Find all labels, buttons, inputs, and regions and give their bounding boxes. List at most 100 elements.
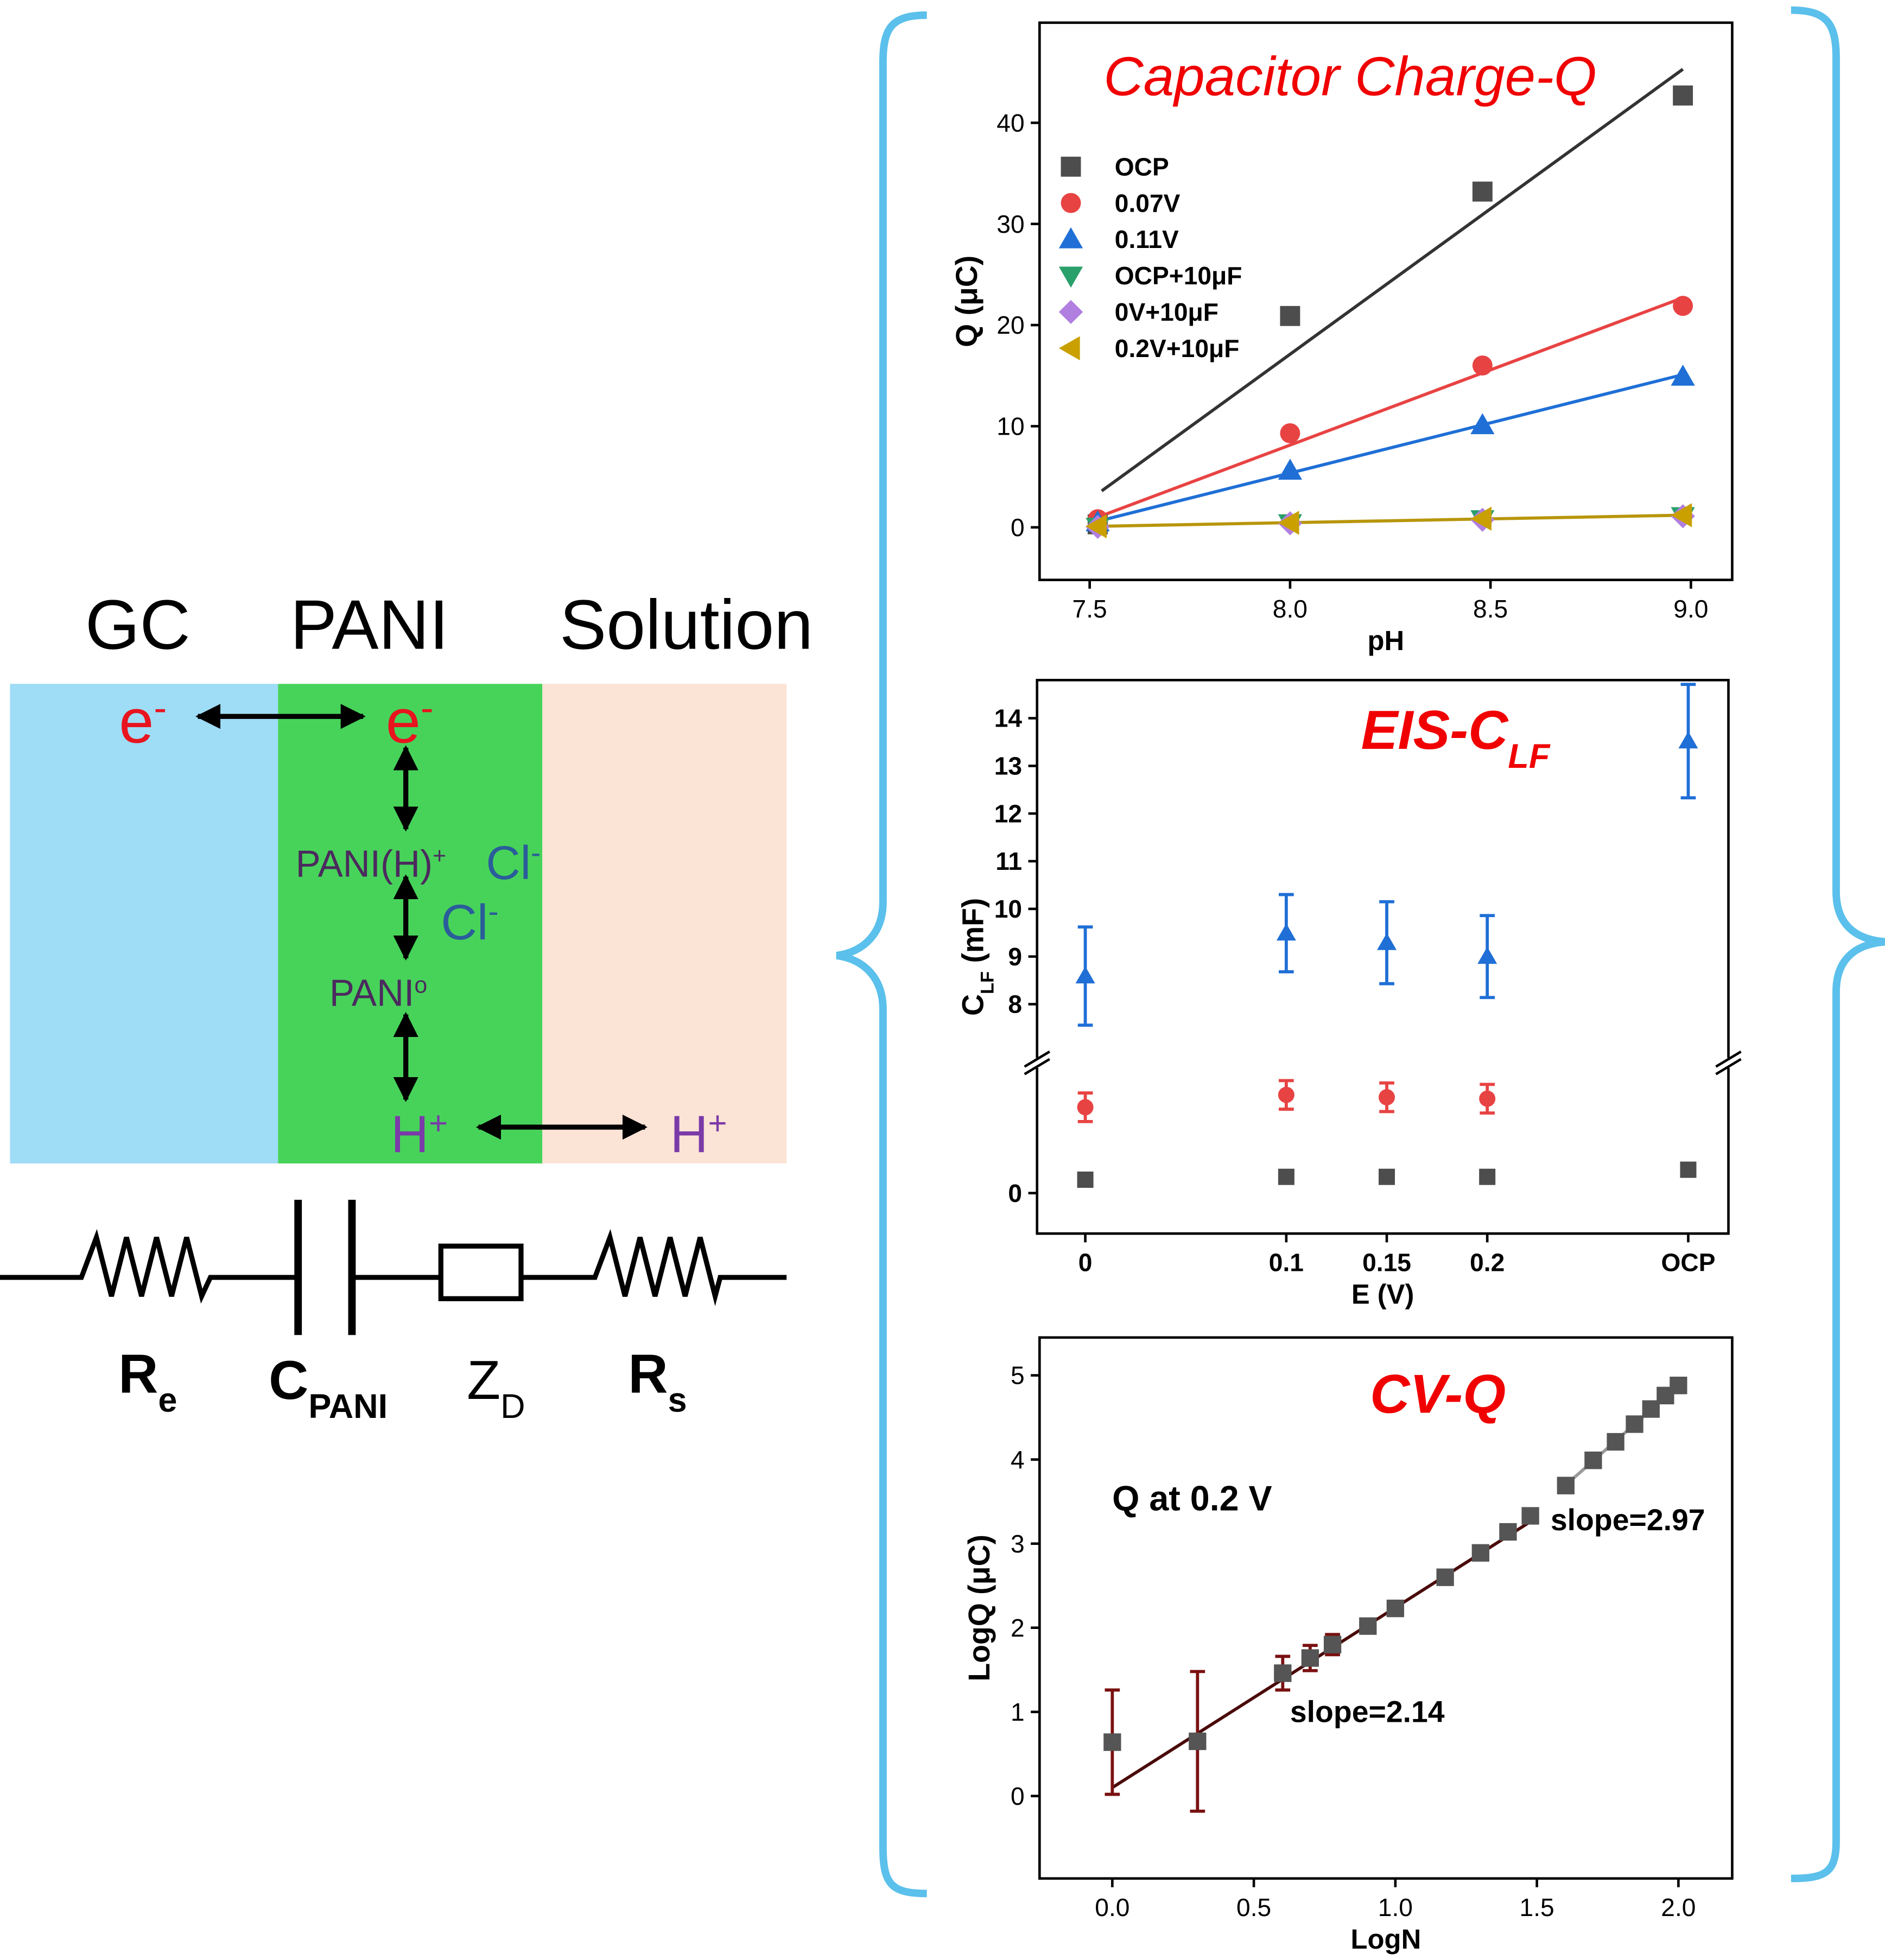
annotation: slope=2.14 xyxy=(1290,1695,1445,1728)
species-label-part: - xyxy=(531,836,541,869)
legend-label: 0V+10μF xyxy=(1115,298,1218,326)
circuit-label: Re xyxy=(118,1342,177,1419)
chart-title-part: LF xyxy=(1508,737,1550,775)
y-axis-label-part: (mF) xyxy=(956,898,989,971)
y-tick-label: 11 xyxy=(995,847,1022,875)
marker xyxy=(1323,1636,1342,1653)
y-tick-label: 30 xyxy=(997,210,1024,238)
marker xyxy=(1436,1568,1454,1586)
y-axis-label-part: C xyxy=(956,994,989,1016)
circuit-label-part: PANI xyxy=(308,1388,388,1426)
marker xyxy=(1058,336,1080,360)
y-tick-label: 4 xyxy=(1011,1446,1025,1474)
resistor xyxy=(352,1229,787,1306)
y-tick-label: 0 xyxy=(1011,1782,1025,1810)
y-tick-label: 0 xyxy=(1011,513,1025,542)
chart-title-part: EIS-C xyxy=(1361,699,1509,761)
y-tick-label: 10 xyxy=(997,412,1024,441)
fit-line xyxy=(1097,373,1684,523)
annotation: slope=2.97 xyxy=(1551,1503,1705,1537)
marker xyxy=(1557,1477,1575,1494)
species-label: H+ xyxy=(670,1104,727,1163)
marker xyxy=(1058,266,1083,288)
species-label-part: - xyxy=(154,686,167,730)
x-axis-label: pH xyxy=(1368,625,1405,656)
species-label-part: e xyxy=(386,687,421,756)
x-tick-label: 9.0 xyxy=(1673,595,1708,623)
species-label-part: PANI(H) xyxy=(296,843,433,885)
marker xyxy=(1471,1544,1490,1562)
marker xyxy=(1075,966,1095,984)
x-tick-label: 2.0 xyxy=(1661,1893,1696,1921)
species-label-part: e xyxy=(119,687,154,756)
legend-label: OCP xyxy=(1115,152,1169,181)
x-tick-label: 1.5 xyxy=(1520,1893,1554,1921)
marker xyxy=(1276,923,1296,941)
y-tick-label: 5 xyxy=(1011,1361,1025,1390)
circuit-label: ZD xyxy=(467,1349,525,1426)
circuit-label-part: R xyxy=(628,1342,668,1404)
x-axis-label: LogN xyxy=(1351,1924,1421,1955)
marker xyxy=(1359,1617,1377,1635)
y-axis-label: CLF (mF) xyxy=(956,898,998,1016)
chart-title: EIS-CLF xyxy=(1361,699,1551,775)
marker xyxy=(1673,85,1693,106)
y-tick-label: 1 xyxy=(1011,1698,1025,1726)
species-label-part: Cl xyxy=(441,894,488,950)
x-tick-label: 0.5 xyxy=(1236,1893,1271,1921)
y-axis-label-part: LF xyxy=(977,971,998,994)
species-label-part: + xyxy=(429,1105,448,1141)
species-label-part: PANI xyxy=(329,971,414,1014)
marker xyxy=(1642,1400,1660,1418)
marker xyxy=(1278,1086,1294,1103)
x-axis-label: E (V) xyxy=(1351,1279,1414,1310)
marker xyxy=(1673,296,1693,316)
species-label: PANIo xyxy=(329,971,427,1014)
marker xyxy=(1680,1161,1697,1178)
marker xyxy=(1058,300,1083,324)
marker xyxy=(1077,1172,1094,1188)
marker xyxy=(1470,506,1492,531)
species-label: e- xyxy=(119,686,167,756)
axis-break xyxy=(1715,1050,1742,1076)
marker xyxy=(1061,156,1081,177)
species-label: H+ xyxy=(391,1104,448,1163)
circuit-label: CPANI xyxy=(269,1349,388,1426)
y-axis-label: Q (μC) xyxy=(950,256,983,347)
y-axis-label: LogQ (μC) xyxy=(962,1535,996,1682)
species-label-part: H xyxy=(391,1104,429,1163)
left-brace xyxy=(836,11,927,1898)
legend-label: OCP+10μF xyxy=(1115,262,1242,290)
marker xyxy=(1671,503,1692,527)
y-tick-label: 2 xyxy=(1011,1614,1025,1642)
annotation: Q at 0.2 V xyxy=(1112,1479,1272,1518)
species-label: Cl- xyxy=(441,894,498,950)
solution-region xyxy=(542,684,787,1164)
marker xyxy=(1386,1599,1405,1618)
circuit-label-part: D xyxy=(500,1388,525,1426)
species-label-part: o xyxy=(414,972,427,998)
species-label-part: Cl xyxy=(486,836,531,889)
marker xyxy=(1278,1168,1294,1185)
circuit-label-part: e xyxy=(158,1381,177,1419)
y-tick-label: 3 xyxy=(1011,1530,1025,1558)
marker xyxy=(1061,193,1081,213)
chart-title: CV-Q xyxy=(1370,1363,1506,1424)
legend-label: 0.11V xyxy=(1115,225,1179,253)
gc-region xyxy=(10,684,278,1164)
species-label-part: H xyxy=(670,1104,708,1163)
marker xyxy=(1479,1090,1496,1107)
fit-line xyxy=(1101,68,1684,493)
marker xyxy=(1278,511,1299,535)
species-label: Cl- xyxy=(486,836,541,890)
braces xyxy=(836,6,1885,1898)
resistor xyxy=(0,1229,299,1304)
marker xyxy=(1670,1377,1687,1395)
marker xyxy=(1671,364,1695,386)
marker xyxy=(1379,1168,1395,1185)
circuit-label-part: C xyxy=(269,1349,308,1411)
marker xyxy=(1274,1664,1292,1682)
axis-break xyxy=(1024,1050,1050,1076)
marker xyxy=(1280,306,1300,326)
